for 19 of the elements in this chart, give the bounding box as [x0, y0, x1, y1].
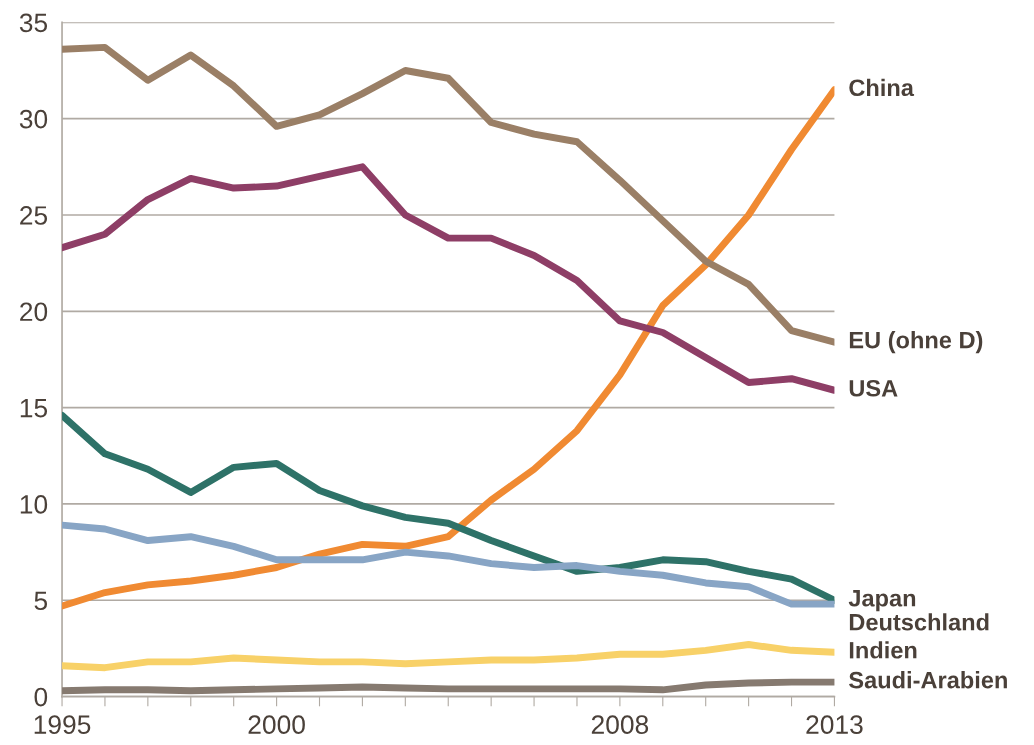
y-tick-label: 30 — [19, 109, 48, 129]
series-label: USA — [849, 379, 898, 397]
x-tick-label: 2008 — [591, 715, 649, 735]
series-label: Indien — [849, 641, 917, 659]
series-label: China — [849, 78, 915, 97]
x-tick-label: 2013 — [806, 715, 863, 735]
x-tick-label: 1995 — [34, 715, 91, 735]
y-tick-label: 35 — [19, 13, 48, 33]
y-tick-label: 10 — [20, 495, 48, 514]
series-label: Japan — [848, 590, 916, 612]
y-tick-label: 20 — [20, 302, 48, 322]
x-tick-label: 2000 — [248, 715, 305, 735]
y-tick-label: 15 — [20, 399, 48, 418]
y-tick-label: 0 — [34, 687, 48, 707]
y-tick-label: 25 — [20, 206, 48, 225]
series-label: EU (ohne D) — [849, 331, 983, 354]
series-label: Deutschland — [849, 613, 989, 631]
y-tick-label: 5 — [34, 591, 48, 611]
series-label: Saudi-Arabien — [849, 671, 1007, 689]
